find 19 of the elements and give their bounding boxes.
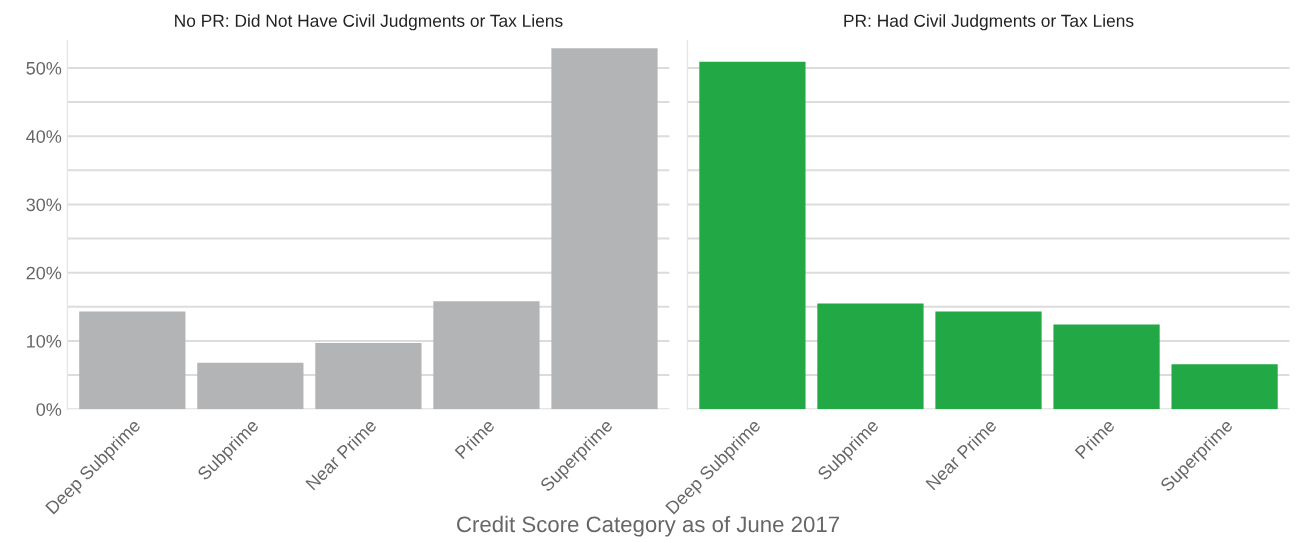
chart-title: PR: Had Civil Judgments or Tax Liens <box>844 14 1134 31</box>
y-tick-label: 20% <box>26 266 62 280</box>
bar <box>433 301 540 410</box>
bar <box>551 48 658 410</box>
y-tick-label: 10% <box>27 334 62 348</box>
bar <box>79 311 186 410</box>
bar <box>315 343 422 410</box>
bar <box>699 61 806 410</box>
x-axis-title: Credit Score Category as of June 2017 <box>457 515 839 537</box>
bar <box>1053 324 1160 410</box>
y-tick-label: 30% <box>26 198 62 212</box>
y-tick-label: 50% <box>26 61 62 75</box>
bar <box>935 311 1042 410</box>
bar <box>1171 364 1278 410</box>
bar <box>817 303 924 410</box>
y-tick-label: 0% <box>36 403 62 416</box>
bar <box>197 362 304 410</box>
y-tick-label: 40% <box>26 130 62 143</box>
chart-title: No PR: Did Not Have Civil Judgments or Tax Liens <box>175 14 563 31</box>
